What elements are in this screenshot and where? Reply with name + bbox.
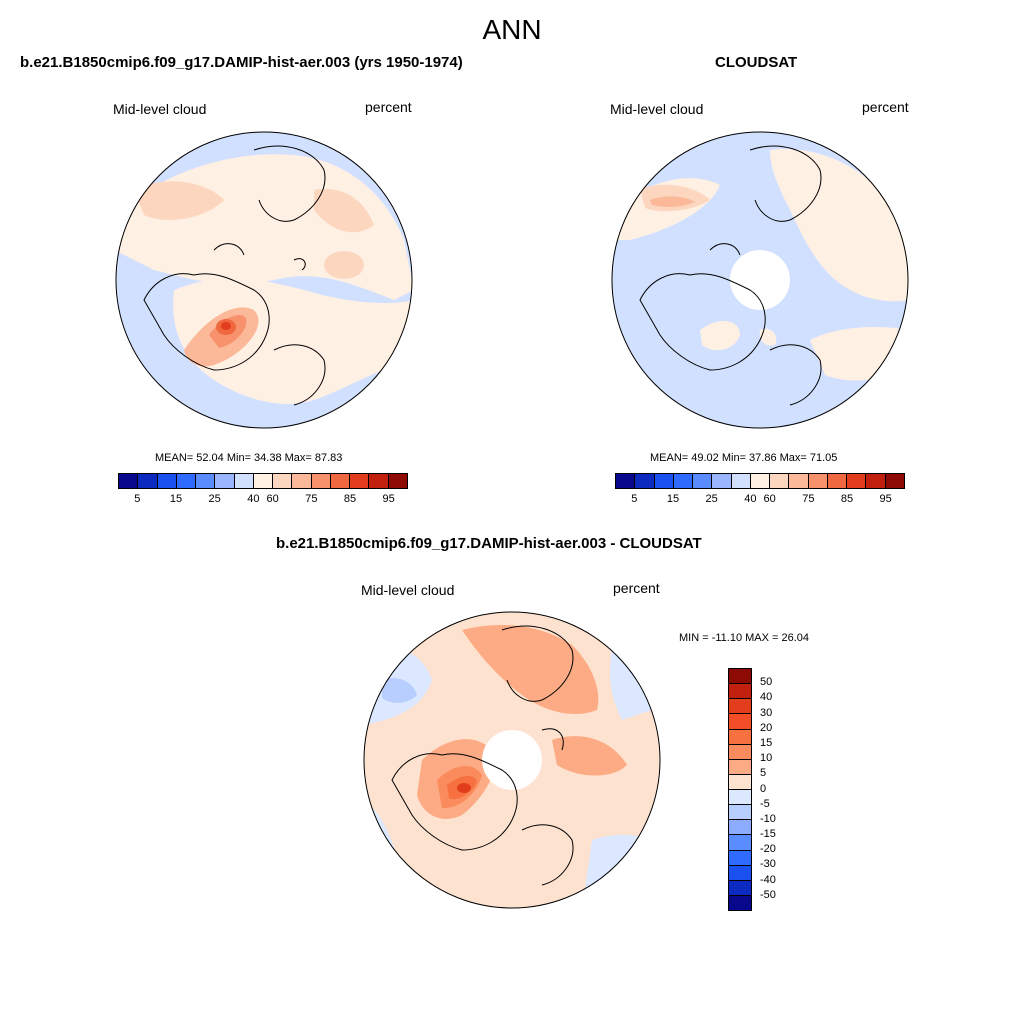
colorbar-swatch [616, 474, 636, 488]
colorbar-swatch [731, 474, 751, 488]
colorbar-tick-label: 30 [760, 706, 773, 719]
colorbar-swatch [157, 474, 177, 488]
colorbar-tick-label: -50 [760, 888, 776, 901]
colorbar-tick-label: -15 [760, 828, 776, 841]
colorbar-swatch [253, 474, 274, 488]
colorbar-swatch [119, 474, 139, 488]
colorbar-tick-label: -5 [760, 797, 770, 810]
obs-polar-map [611, 131, 909, 429]
colorbar-swatch [866, 474, 886, 488]
colorbar-tick-label: 25 [208, 493, 221, 505]
colorbar-tick-label: -20 [760, 843, 776, 856]
colorbar-swatch [729, 714, 751, 730]
colorbar-swatch [729, 744, 751, 760]
colorbar-swatch [770, 474, 790, 488]
model-panel-title: b.e21.B1850cmip6.f09_g17.DAMIP-hist-aer.… [20, 54, 463, 71]
colorbar-tick-label: 40 [760, 691, 773, 704]
diff-polar-map [363, 611, 661, 909]
diff-colorbar [728, 668, 752, 911]
colorbar-tick-label: -30 [760, 858, 776, 871]
diff-minmax: MIN = -11.10 MAX = 26.04 [679, 632, 810, 644]
colorbar-swatch [712, 474, 732, 488]
colorbar-swatch [750, 474, 771, 488]
colorbar-swatch [729, 865, 751, 881]
colorbar-swatch [729, 835, 751, 851]
colorbar-tick-label: 60 [763, 493, 776, 505]
colorbar-tick-label: 60 [266, 493, 279, 505]
colorbar-swatch [729, 699, 751, 715]
colorbar-tick-label: 5 [134, 493, 141, 505]
colorbar-swatch [350, 474, 370, 488]
diff-panel-title: b.e21.B1850cmip6.f09_g17.DAMIP-hist-aer.… [276, 535, 702, 552]
colorbar-tick-label: 0 [760, 782, 767, 795]
model-stats: MEAN= 52.04 Min= 34.38 Max= 87.83 [155, 452, 343, 464]
colorbar-swatch [729, 774, 751, 790]
colorbar-swatch [729, 880, 751, 896]
colorbar-swatch [292, 474, 312, 488]
colorbar-swatch [729, 850, 751, 866]
colorbar-swatch [673, 474, 694, 488]
colorbar-tick-label: 25 [705, 493, 718, 505]
colorbar-tick-label: 75 [802, 493, 815, 505]
colorbar-tick-label: 75 [305, 493, 318, 505]
colorbar-tick-label: 40 [247, 493, 260, 505]
colorbar-swatch [729, 759, 751, 775]
obs-variable-label: Mid-level cloud [610, 101, 704, 117]
obs-colorbar [615, 473, 905, 489]
colorbar-swatch [729, 729, 751, 745]
colorbar-swatch [729, 669, 751, 685]
colorbar-tick-label: 5 [760, 767, 767, 780]
colorbar-tick-label: 10 [760, 752, 773, 765]
colorbar-swatch [273, 474, 293, 488]
colorbar-swatch [693, 474, 713, 488]
colorbar-swatch [808, 474, 828, 488]
obs-stats: MEAN= 49.02 Min= 37.86 Max= 71.05 [650, 452, 838, 464]
colorbar-swatch [729, 895, 751, 910]
colorbar-tick-label: 95 [879, 493, 892, 505]
colorbar-tick-label: 15 [666, 493, 680, 505]
colorbar-tick-label: 85 [840, 493, 854, 505]
colorbar-tick-label: 95 [382, 493, 395, 505]
colorbar-swatch [369, 474, 389, 488]
colorbar-swatch [789, 474, 809, 488]
diff-variable-label: Mid-level cloud [361, 582, 455, 598]
colorbar-swatch [176, 474, 197, 488]
model-units-label: percent [365, 99, 412, 115]
colorbar-swatch [729, 805, 751, 821]
colorbar-swatch [311, 474, 331, 488]
colorbar-swatch [654, 474, 674, 488]
colorbar-swatch [215, 474, 235, 488]
colorbar-tick-label: -10 [760, 812, 776, 825]
colorbar-tick-label: 85 [343, 493, 357, 505]
colorbar-tick-label: 15 [169, 493, 183, 505]
colorbar-swatch [729, 790, 751, 806]
colorbar-swatch [196, 474, 216, 488]
obs-units-label: percent [862, 99, 909, 115]
colorbar-tick-label: 5 [631, 493, 638, 505]
diff-units-label: percent [613, 580, 660, 596]
colorbar-swatch [729, 684, 751, 700]
colorbar-tick-label: 15 [760, 736, 773, 749]
colorbar-swatch [847, 474, 867, 488]
colorbar-tick-label: -40 [760, 873, 776, 886]
colorbar-tick-label: 50 [760, 676, 773, 689]
colorbar-swatch [330, 474, 351, 488]
main-title: ANN [482, 14, 542, 45]
model-colorbar [118, 473, 408, 489]
colorbar-swatch [388, 474, 407, 488]
colorbar-swatch [885, 474, 904, 488]
obs-panel-title: CLOUDSAT [715, 54, 798, 71]
model-variable-label: Mid-level cloud [113, 101, 207, 117]
colorbar-tick-label: 40 [744, 493, 757, 505]
model-polar-map [115, 131, 413, 429]
colorbar-swatch [635, 474, 655, 488]
colorbar-swatch [729, 820, 751, 836]
colorbar-swatch [827, 474, 848, 488]
colorbar-tick-label: 20 [760, 721, 773, 734]
colorbar-swatch [234, 474, 254, 488]
colorbar-swatch [138, 474, 158, 488]
